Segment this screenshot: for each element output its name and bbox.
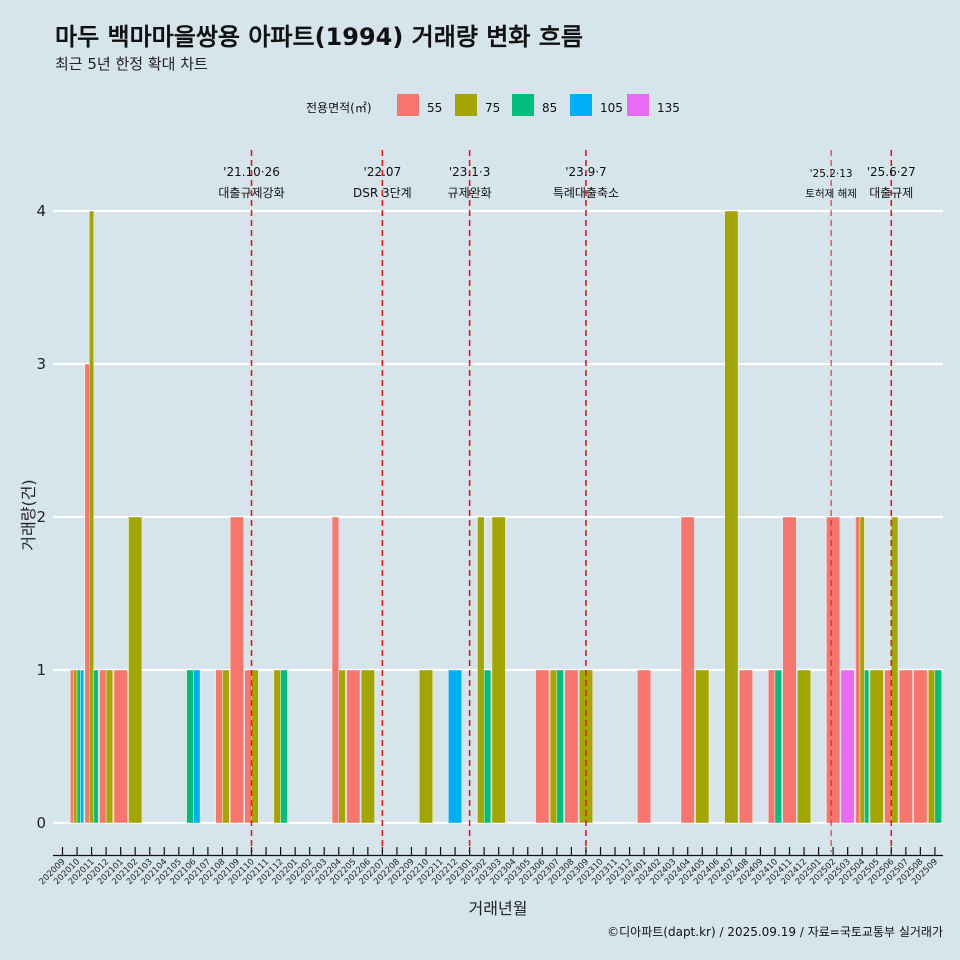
y-tick-label: 4 <box>36 202 46 220</box>
bar-202012-75 <box>105 669 114 824</box>
bar-202010-85 <box>76 669 81 824</box>
event-label: 대출규제 <box>869 186 913 200</box>
legend-label-75: 75 <box>485 101 500 115</box>
bar-202112-75 <box>273 669 281 824</box>
bar-202408-55 <box>738 669 753 824</box>
bar-202102-75 <box>128 516 143 824</box>
bar-202307-85 <box>556 669 564 824</box>
event-label: 토허제 해제 <box>805 187 857 200</box>
bars <box>70 210 942 824</box>
legend-key-55 <box>397 94 419 116</box>
bar-202010-75 <box>73 669 78 824</box>
bar-202407-75 <box>724 210 739 824</box>
event-date: '21.10·26 <box>223 165 280 179</box>
y-axis: 0 1 2 3 4 <box>36 202 46 832</box>
y-axis-title: 거래량(건) <box>19 479 38 550</box>
bar-202108-75 <box>222 669 230 824</box>
bar-202504-85 <box>864 669 870 824</box>
legend-key-75 <box>455 94 477 116</box>
bar-202012-55 <box>99 669 107 824</box>
legend: 전용면적(㎡) 55 75 85 105 135 <box>306 94 680 116</box>
event-label: 특례대출축소 <box>553 186 619 200</box>
legend-label-55: 55 <box>427 101 442 115</box>
bar-202106-105 <box>193 669 201 824</box>
event-lines: '21.10·26 대출규제강화 '22.07 DSR 3단계 '23.1·3 규제완화 '… <box>218 150 916 852</box>
bar-202307-75 <box>549 669 558 824</box>
x-axis: 2020092020102020112020122021012021022021… <box>38 847 943 887</box>
bar-202504-75 <box>859 516 865 824</box>
bar-202110-55 <box>244 669 252 824</box>
bar-202011-55 <box>84 363 90 824</box>
event-label: DSR 3단계 <box>353 186 412 200</box>
chart-title: 마두 백마마을쌍용 아파트(1994) 거래량 변화 흐름 <box>55 23 583 51</box>
bar-202010-105 <box>80 669 84 824</box>
bar-202404-55 <box>680 516 695 824</box>
bar-202506-55 <box>884 669 892 824</box>
legend-key-105 <box>570 94 592 116</box>
legend-label-105: 105 <box>600 101 623 115</box>
bar-202405-75 <box>695 669 710 824</box>
bar-202110-75 <box>251 669 259 824</box>
bar-202410-85 <box>774 669 782 824</box>
bar-202112-85 <box>280 669 288 824</box>
bar-202412-75 <box>797 669 811 824</box>
bar-202108-55 <box>215 669 223 824</box>
bar-202509-85 <box>934 669 942 824</box>
bar-202302-75 <box>477 516 485 824</box>
bar-202505-75 <box>869 669 884 824</box>
x-axis-title: 거래년월 <box>469 899 528 918</box>
y-tick-label: 2 <box>36 508 46 526</box>
bar-202308-55 <box>564 669 579 824</box>
bar-202507-55 <box>898 669 913 824</box>
bar-202411-55 <box>782 516 797 824</box>
legend-key-135 <box>627 94 649 116</box>
event-label: 대출규제강화 <box>218 186 284 200</box>
event-date: '23.9·7 <box>565 165 606 179</box>
bar-202205-55 <box>346 669 361 824</box>
bar-202204-75 <box>338 669 346 824</box>
event-date: '25.2·13 <box>810 168 853 180</box>
chart-subtitle: 최근 5년 한정 확대 차트 <box>55 55 208 73</box>
y-tick-label: 0 <box>36 814 46 832</box>
bar-202011-85 <box>93 669 99 824</box>
caption: ©디아파트(dapt.kr) / 2025.09.19 / 자료=국토교통부 실… <box>607 925 943 939</box>
bar-202401-55 <box>637 669 652 824</box>
bar-202410-55 <box>768 669 776 824</box>
bar-202303-75 <box>491 516 506 824</box>
bar-202210-75 <box>419 669 433 824</box>
bar-202508-55 <box>913 669 928 824</box>
bar-202212-105 <box>448 669 462 824</box>
legend-label-135: 135 <box>657 101 680 115</box>
bar-202011-75 <box>89 210 95 824</box>
legend-key-85 <box>512 94 534 116</box>
bar-202306-55 <box>535 669 550 824</box>
y-tick-label: 1 <box>36 661 46 679</box>
event-label: 규제완화 <box>448 186 492 200</box>
bar-202109-55 <box>230 516 244 824</box>
bar-202010-55 <box>70 669 74 824</box>
bar-202509-75 <box>928 669 936 824</box>
bar-202504-55 <box>855 516 861 824</box>
bar-202106-85 <box>186 669 194 824</box>
event-date: '25.6·27 <box>867 165 916 179</box>
bar-202506-75 <box>891 516 899 824</box>
bar-202503-135 <box>840 669 855 824</box>
bar-202204-55 <box>331 516 339 824</box>
legend-title: 전용면적(㎡) <box>306 101 372 115</box>
y-tick-label: 3 <box>36 355 46 373</box>
bar-202101-55 <box>113 669 128 824</box>
legend-label-85: 85 <box>542 101 557 115</box>
bar-202302-85 <box>483 669 492 824</box>
event-date: '22.07 <box>364 165 402 179</box>
bar-202502-55 <box>826 516 841 824</box>
bar-202206-75 <box>360 669 375 824</box>
event-date: '23.1·3 <box>449 165 490 179</box>
